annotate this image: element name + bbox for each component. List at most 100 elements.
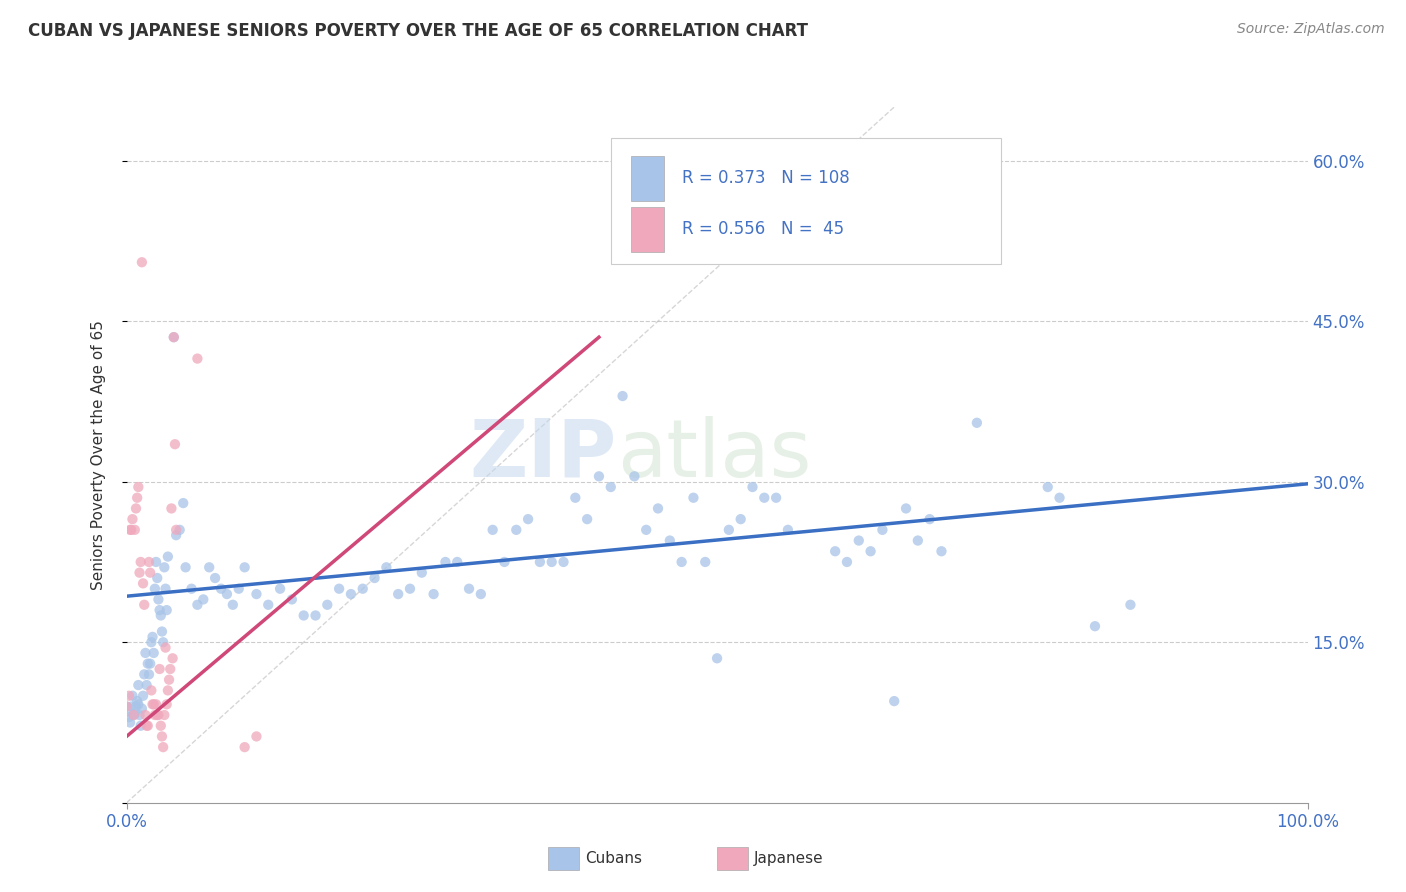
Point [141, 698, 163, 712]
Point [149, 608, 172, 623]
Point [717, 523, 740, 537]
Point [434, 555, 457, 569]
Point [588, 469, 610, 483]
Point [966, 416, 988, 430]
Point [269, 582, 291, 596]
Text: Japanese: Japanese [754, 851, 824, 865]
Point [125, 501, 148, 516]
Point [517, 512, 540, 526]
Point [599, 480, 621, 494]
Point [228, 582, 250, 596]
Point [494, 555, 516, 569]
Point [127, 480, 149, 494]
Point [765, 491, 787, 505]
Point [120, 699, 142, 714]
Point [163, 330, 186, 344]
Point [446, 555, 468, 569]
Point [124, 523, 146, 537]
Point [121, 689, 143, 703]
Point [553, 555, 575, 569]
Point [142, 646, 165, 660]
Point [883, 694, 905, 708]
Point [835, 555, 858, 569]
Point [149, 719, 172, 733]
Point [139, 657, 162, 671]
Point [363, 571, 385, 585]
Point [165, 523, 187, 537]
Point [155, 640, 177, 655]
Point [143, 582, 166, 596]
Point [136, 657, 159, 671]
Text: ZIP: ZIP [470, 416, 617, 494]
Point [328, 582, 350, 596]
Point [564, 491, 586, 505]
Point [141, 630, 163, 644]
Point [233, 740, 256, 755]
Point [156, 698, 179, 712]
Point [118, 689, 141, 703]
Point [931, 544, 953, 558]
Point [198, 560, 221, 574]
Point [647, 501, 669, 516]
Point [169, 523, 191, 537]
Point [529, 555, 551, 569]
Point [132, 689, 155, 703]
Point [458, 582, 481, 596]
Point [505, 523, 527, 537]
Point [127, 491, 149, 505]
Point [122, 708, 145, 723]
Text: CUBAN VS JAPANESE SENIORS POVERTY OVER THE AGE OF 65 CORRELATION CHART: CUBAN VS JAPANESE SENIORS POVERTY OVER T… [28, 22, 808, 40]
Point [186, 598, 208, 612]
Point [150, 624, 173, 639]
Point [146, 571, 169, 585]
Point [671, 555, 693, 569]
Point [127, 694, 149, 708]
Point [118, 710, 141, 724]
Point [115, 699, 138, 714]
Point [149, 603, 172, 617]
Point [120, 715, 142, 730]
Point [316, 598, 339, 612]
Point [741, 480, 763, 494]
Y-axis label: Seniors Poverty Over the Age of 65: Seniors Poverty Over the Age of 65 [91, 320, 105, 590]
Point [153, 560, 176, 574]
Point [148, 708, 170, 723]
Point [470, 587, 492, 601]
Point [375, 560, 398, 574]
Point [1036, 480, 1059, 494]
Point [124, 706, 146, 721]
Point [159, 662, 181, 676]
Point [152, 635, 174, 649]
Point [636, 523, 658, 537]
Point [730, 512, 752, 526]
Point [411, 566, 433, 580]
Point [163, 330, 186, 344]
Point [872, 523, 894, 537]
Point [120, 523, 142, 537]
Text: R = 0.556   N =  45: R = 0.556 N = 45 [682, 220, 844, 238]
Point [128, 708, 150, 723]
Point [204, 571, 226, 585]
Point [136, 719, 159, 733]
Point [776, 523, 799, 537]
Point [139, 566, 162, 580]
Point [138, 667, 160, 681]
Point [162, 651, 184, 665]
Point [340, 587, 363, 601]
Point [120, 523, 142, 537]
Point [135, 719, 157, 733]
Point [186, 351, 208, 366]
Point [245, 587, 267, 601]
Point [132, 576, 155, 591]
Point [481, 523, 503, 537]
Point [623, 469, 645, 483]
Point [422, 587, 444, 601]
Point [146, 708, 169, 723]
Point [150, 730, 173, 744]
Text: Source: ZipAtlas.com: Source: ZipAtlas.com [1237, 22, 1385, 37]
Point [156, 549, 179, 564]
Point [156, 603, 179, 617]
Point [142, 698, 165, 712]
Point [145, 698, 167, 712]
Text: Cubans: Cubans [585, 851, 643, 865]
